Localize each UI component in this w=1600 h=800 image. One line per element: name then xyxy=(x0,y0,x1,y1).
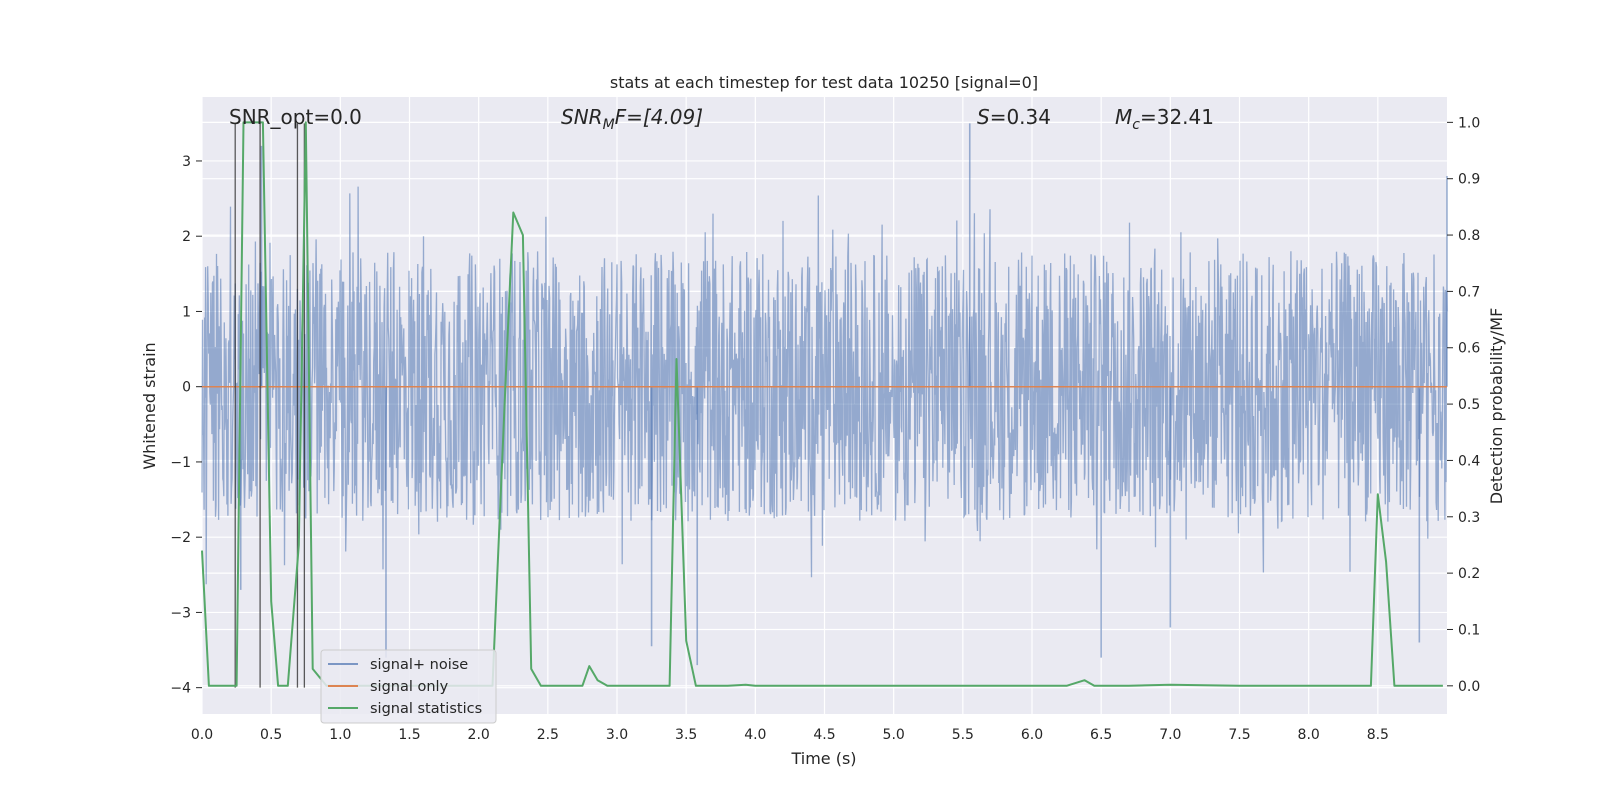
x-tick-label-11: 5.5 xyxy=(952,727,974,743)
y-tick-label-1: −3 xyxy=(170,605,191,621)
legend-label-signal-noise: signal+ noise xyxy=(370,657,468,673)
legend: signal+ noise signal only signal statist… xyxy=(320,649,497,724)
y2-tick-label-0: 0.0 xyxy=(1458,679,1480,695)
annotation-mc-symbol: M xyxy=(1115,105,1132,129)
y2-tick-label-8: 0.8 xyxy=(1458,228,1480,244)
x-tick-label-16: 8.0 xyxy=(1298,727,1320,743)
y2-tick-label-3: 0.3 xyxy=(1458,510,1480,526)
annotation-s-symbol: S xyxy=(977,105,990,129)
annotation-s-stat: S=0.34 xyxy=(977,105,1051,129)
x-tick-label-4: 2.0 xyxy=(468,727,490,743)
y2-axis-ticks: 0.0 0.1 0.2 0.3 0.4 0.5 0.6 0.7 0.8 0.9 1.0 xyxy=(1447,115,1480,695)
annotation-snr-mf-tail: F=[4.09] xyxy=(615,105,703,129)
x-tick-label-14: 7.0 xyxy=(1159,727,1181,743)
annotation-snr-opt: SNR_opt=0.0 xyxy=(229,105,362,129)
y2-tick-label-2: 0.2 xyxy=(1458,566,1480,582)
legend-box xyxy=(320,649,497,724)
legend-label-signal-statistics: signal statistics xyxy=(370,701,482,717)
legend-label-signal-only: signal only xyxy=(370,679,449,695)
x-tick-label-1: 0.5 xyxy=(260,727,282,743)
annotation-s-value: =0.34 xyxy=(990,105,1051,129)
noise-trace xyxy=(201,186,1448,585)
x-tick-label-10: 5.0 xyxy=(883,727,905,743)
x-tick-label-0: 0.0 xyxy=(191,727,213,743)
y2-tick-label-9: 0.9 xyxy=(1458,172,1480,188)
y2-tick-label-5: 0.5 xyxy=(1458,397,1480,413)
x-tick-label-3: 1.5 xyxy=(398,727,420,743)
chart-title: stats at each timestep for test data 102… xyxy=(610,73,1038,92)
y-tick-label-3: −1 xyxy=(170,455,191,471)
x-tick-label-15: 7.5 xyxy=(1228,727,1250,743)
y-tick-label-6: 2 xyxy=(182,229,191,245)
annotations: SNR_opt=0.0 SNRMF=[4.09] S=0.34 Mc=32.41 xyxy=(229,105,1214,133)
signal-statistics-line xyxy=(201,121,1443,687)
y-tick-label-0: −4 xyxy=(170,681,191,697)
x-tick-label-9: 4.5 xyxy=(813,727,835,743)
annotation-snr-mf-sub: M xyxy=(603,117,615,133)
annotation-snr-mf: SNRMF=[4.09] xyxy=(561,105,703,133)
x-tick-label-8: 4.0 xyxy=(744,727,766,743)
y2-tick-label-6: 0.6 xyxy=(1458,341,1480,357)
y-tick-label-2: −2 xyxy=(170,530,191,546)
annotation-mc-value: =32.41 xyxy=(1140,105,1214,129)
y2-axis-label: Detection probability/MF xyxy=(1487,308,1506,505)
annotation-snr-mf-base: SNR xyxy=(561,105,603,129)
y-axis-label: Whitened strain xyxy=(140,342,159,469)
x-tick-label-7: 3.5 xyxy=(675,727,697,743)
x-tick-label-17: 8.5 xyxy=(1367,727,1389,743)
x-tick-label-5: 2.5 xyxy=(537,727,559,743)
y2-tick-label-10: 1.0 xyxy=(1458,115,1480,131)
annotation-mc: Mc=32.41 xyxy=(1115,105,1214,133)
series-signal-statistics xyxy=(201,121,1443,687)
y-tick-label-4: 0 xyxy=(182,380,191,396)
y-axis-ticks: −4 −3 −2 −1 0 1 2 3 xyxy=(170,154,202,697)
x-tick-label-12: 6.0 xyxy=(1021,727,1043,743)
x-tick-label-2: 1.0 xyxy=(329,727,351,743)
y-tick-label-7: 3 xyxy=(182,154,191,170)
y2-tick-label-7: 0.7 xyxy=(1458,284,1480,300)
x-tick-label-13: 6.5 xyxy=(1090,727,1112,743)
annotation-mc-sub: c xyxy=(1132,117,1140,133)
x-axis-label: Time (s) xyxy=(790,749,856,768)
y2-tick-label-4: 0.4 xyxy=(1458,453,1480,469)
y2-tick-label-1: 0.1 xyxy=(1458,622,1480,638)
x-tick-label-6: 3.0 xyxy=(606,727,628,743)
vertical-markers xyxy=(234,123,306,688)
y-tick-label-5: 1 xyxy=(182,304,191,320)
x-axis-ticks: 0.0 0.5 1.0 1.5 2.0 2.5 3.0 3.5 4.0 4.5 5.0 5.5 6.0 6… xyxy=(191,727,1389,743)
